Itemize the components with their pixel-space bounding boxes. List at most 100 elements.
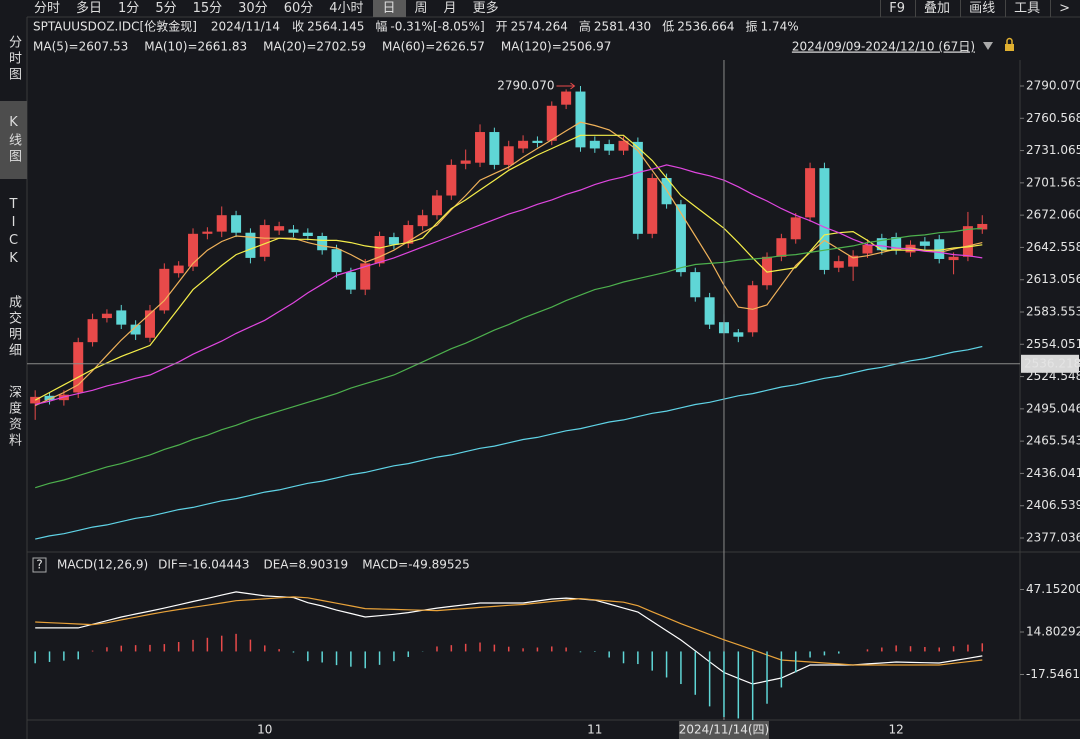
- tool-button[interactable]: F9: [880, 0, 913, 17]
- y-tick-label: 2613.056: [1026, 272, 1080, 286]
- lock-shackle: [1006, 37, 1013, 44]
- crosshair-x-box: [678, 721, 769, 739]
- candle-body: [446, 164, 457, 196]
- period-button[interactable]: 60分: [283, 1, 314, 16]
- dropdown-icon: [983, 42, 993, 50]
- legend-entry: MA(10)=2661.83: [144, 40, 247, 54]
- y-tick-label: -17.5461: [1026, 667, 1080, 681]
- candle-body: [116, 310, 127, 325]
- candle-body: [776, 238, 787, 257]
- lock-icon: [1005, 44, 1014, 51]
- candle-body: [345, 272, 356, 290]
- candle-body: [503, 146, 514, 165]
- y-tick-label: 2377.036: [1026, 530, 1080, 544]
- y-tick-label: 2583.553: [1026, 305, 1080, 319]
- candle-body: [302, 232, 313, 237]
- y-tick-label: 2642.558: [1026, 240, 1080, 254]
- quote-value: 2581.430: [594, 20, 651, 34]
- candle-body: [417, 215, 428, 227]
- crosshair-y-box: [1021, 354, 1079, 373]
- quote-label: 低: [662, 20, 674, 34]
- candle-body: [475, 132, 486, 163]
- legend-entry: MA(60)=2626.57: [382, 40, 485, 54]
- candle-body: [216, 215, 227, 232]
- period-button[interactable]: 多日: [76, 1, 103, 16]
- candle-body: [876, 238, 887, 251]
- quote-label: 高: [579, 19, 591, 34]
- candle-body: [819, 168, 830, 270]
- tool-button[interactable]: 画线: [960, 0, 1003, 17]
- candle-body: [790, 217, 801, 240]
- quote-value: 2574.264: [511, 20, 568, 34]
- candle-body: [188, 233, 199, 267]
- period-button[interactable]: 周: [414, 1, 428, 16]
- period-button[interactable]: 1分: [118, 1, 140, 16]
- toolbar: 分时 多日 1分 5分 15分 30分 60分 4小时日周月更多 F9 叠加 画线 工具 >: [27, 0, 1080, 17]
- tool-button[interactable]: 叠加: [915, 0, 958, 17]
- candle-body: [202, 231, 213, 234]
- max-arrow: [556, 82, 576, 90]
- y-tick-label: 2465.543: [1026, 434, 1080, 448]
- tool-button[interactable]: >: [1050, 0, 1078, 17]
- candle-body: [245, 232, 256, 258]
- candle-body: [231, 215, 242, 233]
- macd-line: [35, 596, 983, 666]
- candle-body: [431, 195, 442, 216]
- quote-label: 幅: [375, 19, 387, 34]
- y-tick-label: 2406.539: [1026, 498, 1080, 512]
- candle-body: [977, 223, 988, 230]
- sidebar-tab[interactable]: 成交明细: [6, 295, 21, 359]
- macd-legend: MACD=-49.89525: [362, 558, 470, 572]
- y-tick-label: 2701.563: [1026, 175, 1080, 189]
- sidebar-tab[interactable]: 深度资料: [6, 385, 21, 449]
- quote-label: 振: [745, 20, 757, 34]
- x-tick-label: 10: [257, 723, 272, 737]
- period-button[interactable]: 4小时: [329, 1, 364, 16]
- period-button[interactable]: 30分: [238, 1, 268, 16]
- candle-body: [948, 256, 959, 261]
- candle-body: [403, 225, 414, 244]
- candle-body: [690, 272, 701, 298]
- candle-body: [618, 140, 629, 151]
- ma-line: [34, 121, 983, 407]
- period-button[interactable]: 日: [372, 0, 406, 17]
- candle-body: [73, 342, 84, 393]
- period-button[interactable]: 分时: [34, 1, 61, 16]
- candle-body: [44, 395, 55, 401]
- period-button[interactable]: 更多: [472, 1, 499, 16]
- period-button[interactable]: 月: [443, 1, 457, 16]
- candle-body: [101, 313, 112, 319]
- quote-label: 开: [496, 20, 508, 34]
- tool-button[interactable]: 工具: [1005, 0, 1048, 17]
- crosshair-x-label: 2024/11/14(四): [679, 723, 770, 737]
- period-button[interactable]: 5分: [155, 1, 177, 16]
- legend-entry: MA(5)=2607.53: [33, 40, 128, 54]
- candle-body: [604, 144, 615, 151]
- y-tick-label: 2554.051: [1026, 337, 1080, 351]
- sidebar-tab[interactable]: 分时图: [6, 35, 21, 83]
- candle-body: [632, 141, 643, 234]
- sidebar-tab[interactable]: TICK: [6, 197, 21, 269]
- crosshair-y-label: 2536.218: [1024, 356, 1080, 370]
- candle-body: [805, 168, 816, 218]
- candle-body: [561, 91, 572, 105]
- candle-body: [862, 244, 873, 254]
- tools: F9 叠加 画线 工具 >: [880, 0, 1080, 17]
- candle-body: [589, 140, 600, 149]
- sidebar-tab[interactable]: K线图: [0, 101, 27, 179]
- ma-line: [35, 345, 983, 540]
- candle-body: [647, 178, 658, 234]
- help-icon: ?: [36, 558, 42, 572]
- y-tick-label: 2436.041: [1026, 466, 1080, 480]
- period-button[interactable]: 15分: [192, 1, 223, 16]
- candle-body: [762, 256, 773, 286]
- y-tick-label: 47.15200: [1026, 582, 1080, 596]
- ma-line: [35, 227, 983, 489]
- y-tick-label: 2760.568: [1026, 111, 1080, 125]
- candle-body: [317, 236, 328, 251]
- y-tick-label: 2672.060: [1026, 208, 1080, 222]
- candle-body: [460, 160, 471, 164]
- sidebar: 分时图 K线图 TICK 成交明细深度资料: [0, 27, 27, 467]
